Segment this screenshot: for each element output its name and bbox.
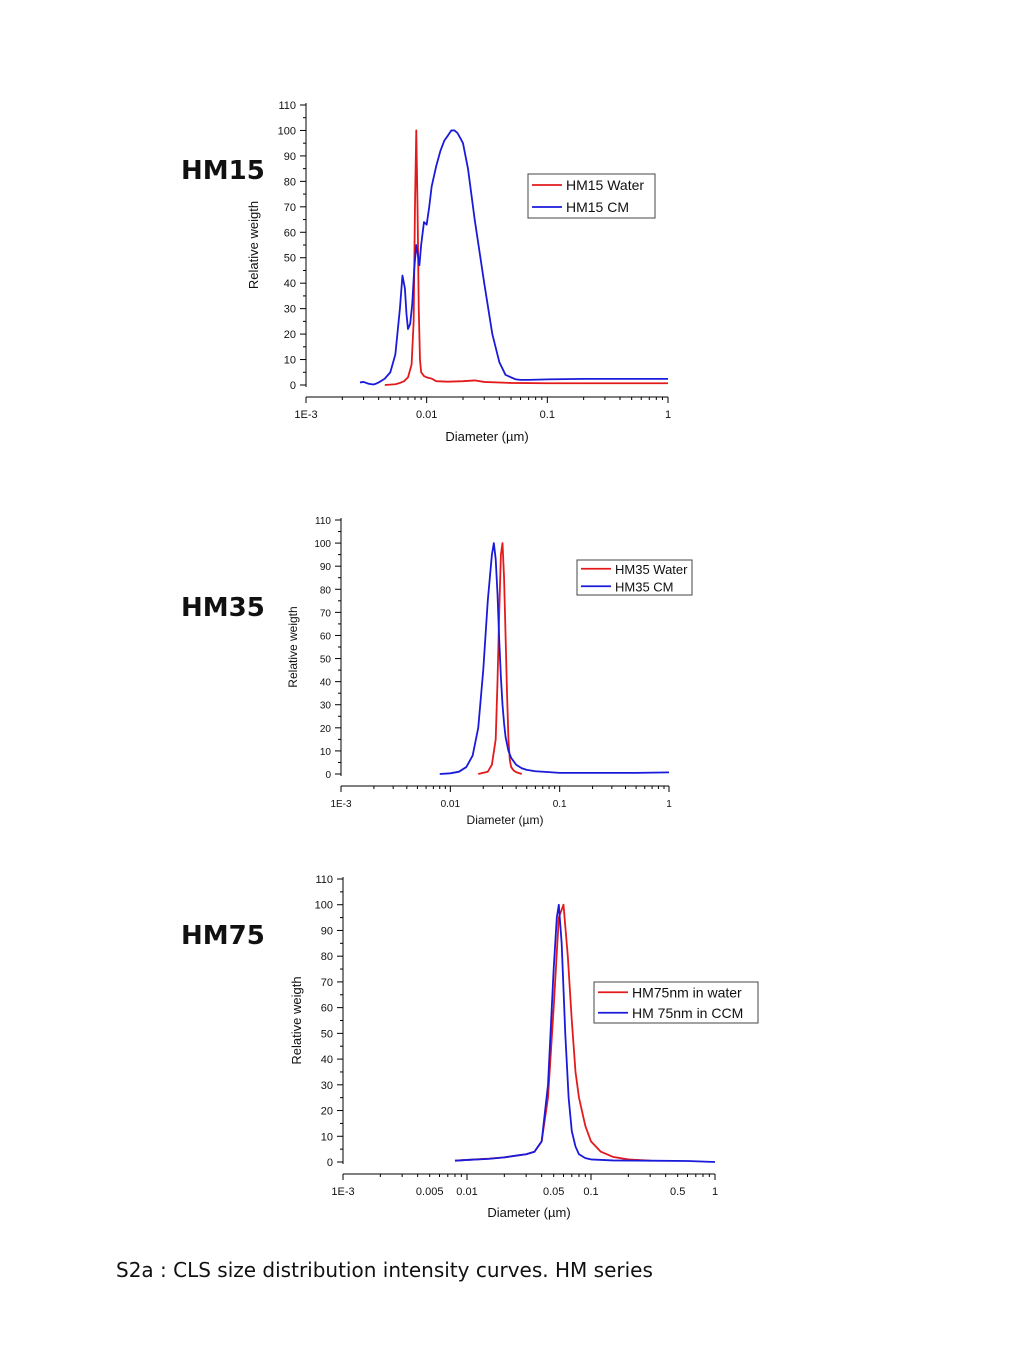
y-tick-label: 70 (321, 977, 333, 989)
x-tick-label: 0.01 (416, 409, 437, 421)
y-tick-label: 0 (327, 1157, 333, 1169)
legend-label: HM35 Water (615, 562, 688, 577)
y-axis-label: Relative weigth (246, 201, 261, 289)
y-tick-label: 40 (321, 1054, 333, 1066)
y-tick-label: 40 (284, 278, 296, 290)
series-line-hm-75nm-in-ccm (454, 903, 716, 1163)
x-tick-label: 0.5 (670, 1186, 685, 1198)
series-line-hm75nm-in-water (454, 903, 651, 1162)
panel-label-hm75: HM75 (181, 921, 265, 951)
legend-label: HM75nm in water (632, 984, 742, 1000)
y-tick-label: 30 (321, 1080, 333, 1092)
x-tick-label: 0.01 (441, 799, 461, 810)
legend-box (593, 981, 759, 1024)
legend-label: HM15 CM (566, 199, 629, 215)
hm75-chart: 0 10 20 30 40 50 60 70 80 90 100 110 1E-3 0.005 0.01 0.… (289, 874, 759, 1220)
series-line-hm35-cm (439, 542, 670, 775)
x-tick-label: 1 (666, 799, 672, 810)
legend-box (576, 559, 693, 596)
y-tick-label: 60 (320, 631, 332, 642)
x-tick-label: 1 (712, 1186, 718, 1198)
y-tick-label: 70 (320, 608, 332, 619)
y-tick-label: 100 (278, 125, 296, 137)
y-tick-label: 10 (321, 1131, 333, 1143)
hm15-chart: 0 10 20 30 40 50 60 70 80 90 100 110 1E-3 0.01 0.1 1 Dia… (246, 100, 671, 444)
x-tick-label: 1E-3 (330, 799, 352, 810)
y-tick-label: 50 (320, 655, 332, 666)
y-tick-label: 30 (320, 701, 332, 712)
y-tick-label: 100 (314, 539, 331, 550)
x-tick-label: 0.1 (553, 799, 567, 810)
hm35-chart: 0 10 20 30 40 50 60 70 80 90 100 110 1E-3 0.01 0.1 1 Dia… (286, 516, 693, 827)
y-tick-label: 100 (315, 900, 333, 912)
y-tick-label: 10 (284, 355, 296, 367)
y-tick-label: 90 (320, 562, 332, 573)
series-line-hm35-water (478, 542, 523, 775)
x-axis-label: Diameter (µm) (445, 429, 528, 444)
panel-label-hm15: HM15 (181, 156, 265, 186)
y-tick-label: 90 (284, 151, 296, 163)
y-tick-label: 50 (284, 253, 296, 265)
y-tick-label: 80 (321, 951, 333, 963)
x-tick-label: 0.1 (540, 409, 555, 421)
y-tick-label: 50 (321, 1028, 333, 1040)
y-tick-label: 110 (315, 874, 333, 886)
y-tick-label: 90 (321, 925, 333, 937)
y-tick-label: 110 (315, 516, 331, 527)
y-tick-label: 20 (320, 724, 332, 735)
y-tick-label: 60 (284, 227, 296, 239)
y-tick-label: 80 (320, 585, 332, 596)
legend-box (527, 173, 656, 219)
y-tick-label: 60 (321, 1003, 333, 1015)
y-tick-label: 20 (284, 329, 296, 341)
y-tick-label: 0 (290, 380, 296, 392)
y-tick-label: 0 (325, 770, 331, 781)
y-tick-label: 40 (320, 678, 332, 689)
x-axis-label: Diameter (µm) (487, 1205, 570, 1220)
y-tick-label: 30 (284, 304, 296, 316)
x-tick-label: 0.01 (456, 1186, 477, 1198)
x-axis-label: Diameter (µm) (467, 813, 544, 827)
legend-label: HM15 Water (566, 177, 644, 193)
y-axis-label: Relative weigth (289, 976, 304, 1064)
x-tick-label: 0.005 (416, 1186, 444, 1198)
x-tick-label: 1 (665, 409, 671, 421)
x-tick-label: 1E-3 (294, 409, 317, 421)
x-tick-label: 0.05 (543, 1186, 564, 1198)
x-tick-label: 1E-3 (331, 1186, 354, 1198)
legend-label: HM 75nm in CCM (632, 1005, 743, 1021)
panel-label-hm35: HM35 (181, 593, 265, 623)
y-tick-label: 110 (278, 100, 296, 112)
legend-label: HM35 CM (615, 579, 674, 594)
y-tick-label: 80 (284, 176, 296, 188)
x-tick-label: 0.1 (583, 1186, 598, 1198)
y-tick-label: 10 (320, 747, 332, 758)
y-tick-label: 70 (284, 202, 296, 214)
series-line-hm15-water (384, 129, 668, 386)
y-tick-label: 20 (321, 1106, 333, 1118)
y-axis-label: Relative weigth (286, 606, 300, 687)
figure-caption: S2a : CLS size distribution intensity cu… (116, 1258, 653, 1282)
series-line-hm15-cm (359, 129, 668, 386)
